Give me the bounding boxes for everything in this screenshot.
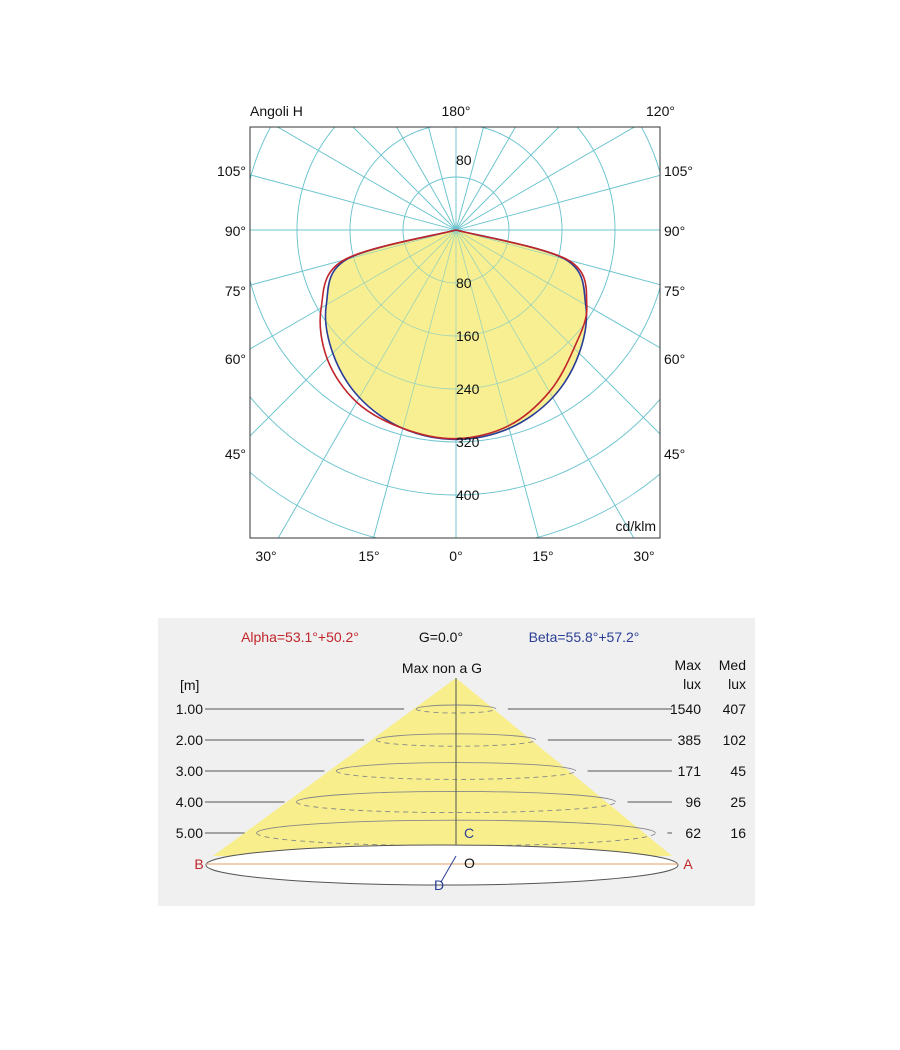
grid-spoke-overlay [455, 127, 516, 231]
med-lux-value: 45 [730, 763, 746, 779]
max-lux-header-1: Max [675, 657, 701, 673]
floor-axis-cd [440, 855, 457, 883]
isolux-arc-dashed [375, 739, 537, 747]
grid-spoke-overlay [455, 229, 660, 286]
point-o-label: O [464, 855, 475, 871]
g-label: G=0.0° [419, 629, 463, 645]
max-lux-value: 96 [685, 794, 701, 810]
alpha-label: Alpha=53.1°+50.2° [241, 629, 359, 645]
left-angle-60: 60° [225, 351, 246, 367]
grid-spoke-overlay [455, 229, 539, 538]
grid-spoke-overlay [352, 127, 457, 231]
grid-spoke-overlay [250, 229, 457, 437]
grid-spoke-overlay [428, 127, 457, 231]
point-a-label: A [683, 856, 693, 872]
grid-spoke-overlay [250, 229, 457, 350]
grid-spoke-overlay [250, 229, 457, 286]
grid-spoke-overlay [455, 127, 560, 231]
max-lux-value: 1540 [670, 701, 701, 717]
distance-value: 5.00 [176, 825, 203, 841]
max-lux-header-2: lux [683, 676, 701, 692]
med-lux-value: 102 [723, 732, 747, 748]
max-non-a-g-label: Max non a G [402, 660, 482, 676]
point-d-label: D [434, 877, 444, 893]
med-lux-value: 16 [730, 825, 746, 841]
radial-label: 80 [456, 275, 472, 291]
radial-label: 400 [456, 487, 480, 503]
grid-spoke-overlay [455, 229, 660, 349]
bottom-label-30-right: 30° [633, 548, 654, 564]
right-angle-60: 60° [664, 351, 685, 367]
upper-radial-label-80: 80 [456, 152, 472, 168]
left-angle-90: 90° [225, 223, 246, 239]
grid-spoke-overlay [455, 174, 660, 231]
right-angle-90: 90° [664, 223, 685, 239]
med-lux-header-1: Med [719, 657, 746, 673]
plot-frame [249, 126, 661, 539]
grid-spoke-overlay [396, 127, 457, 231]
left-angle-45: 45° [225, 446, 246, 462]
bottom-label-15-right: 15° [532, 548, 553, 564]
grid-spoke-overlay [277, 229, 457, 538]
top-label-120: 120° [646, 103, 675, 119]
radial-labels: 80 160 240 320 400 [456, 275, 480, 503]
med-lux-value: 407 [723, 701, 747, 717]
curve-c0-series [319, 229, 588, 440]
bottom-label-30-left: 30° [255, 548, 276, 564]
grid-spoke-overlay [373, 229, 457, 538]
max-lux-value: 385 [678, 732, 702, 748]
med-lux-header-2: lux [728, 676, 746, 692]
max-lux-value: 171 [678, 763, 702, 779]
unit-m-label: [m] [180, 677, 199, 693]
bottom-label-0: 0° [449, 548, 462, 564]
polar-curves [250, 127, 660, 538]
right-angle-105: 105° [664, 163, 693, 179]
distance-value: 2.00 [176, 732, 203, 748]
grid-spoke-overlay [455, 127, 636, 231]
grid-spoke-overlay [455, 229, 660, 435]
angoli-h-label: Angoli H [250, 103, 303, 119]
isolux-arc-dashed [296, 801, 616, 814]
unit-label: cd/klm [616, 518, 656, 534]
cone-rows: 1.00 1540 407 2.00 385 102 3.00 171 45 4.00 96 25 5.… [176, 701, 746, 841]
right-angle-45: 45° [664, 446, 685, 462]
grid-spoke-overlay [455, 127, 484, 231]
beta-label: Beta=55.8°+57.2° [529, 629, 640, 645]
distance-value: 4.00 [176, 794, 203, 810]
bottom-label-15-left: 15° [358, 548, 379, 564]
light-cone [213, 678, 672, 856]
max-lux-value: 62 [685, 825, 701, 841]
top-label-180: 180° [442, 103, 471, 119]
med-lux-value: 25 [730, 794, 746, 810]
grid-spoke-overlay [455, 229, 635, 538]
floor-ellipse [205, 844, 679, 886]
point-b-label: B [194, 856, 203, 872]
left-angle-105: 105° [217, 163, 246, 179]
distance-value: 1.00 [176, 701, 203, 717]
radial-label: 160 [456, 328, 480, 344]
radial-label: 240 [456, 381, 480, 397]
radial-label: 320 [456, 434, 480, 450]
right-angle-75: 75° [664, 283, 685, 299]
left-angle-75: 75° [225, 283, 246, 299]
distance-value: 3.00 [176, 763, 203, 779]
grid-spoke-overlay [250, 174, 457, 231]
polar-diagram: Angoli H 180° 120° 105° 90° 75° 60° 45° … [217, 103, 693, 564]
point-c-label: C [464, 825, 474, 841]
grid-spoke-overlay [276, 127, 457, 231]
